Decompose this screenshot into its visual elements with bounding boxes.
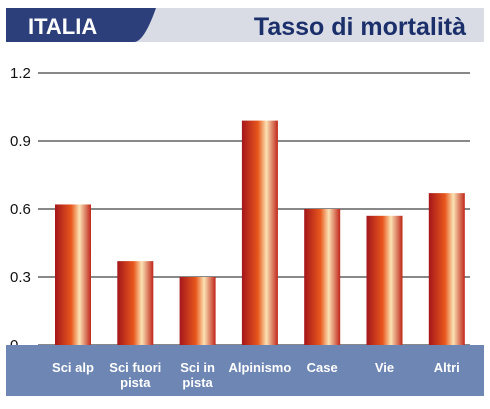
- y-tick-label: 1.2: [10, 65, 31, 82]
- y-tick-label: 0.6: [10, 201, 31, 218]
- bar: [55, 204, 91, 345]
- header: ITALIA Tasso di mortalità: [6, 8, 484, 42]
- y-tick-label: 0.9: [10, 133, 31, 150]
- bar: [304, 209, 341, 345]
- x-tick-label: Alpinismo: [228, 360, 291, 375]
- x-axis-labels: Sci alp Sci fuori pista Sci in pista Alpinism…: [52, 360, 460, 390]
- header-left-label: ITALIA: [28, 14, 97, 39]
- y-tick-label: 0.3: [10, 269, 31, 286]
- chart-title: Tasso di mortalità: [254, 13, 466, 41]
- x-tick-label: Sci in pista: [180, 360, 215, 390]
- bar: [241, 120, 278, 345]
- category-band: [6, 345, 484, 396]
- bar: [428, 193, 465, 345]
- bars: [55, 120, 465, 345]
- x-tick-label: Sci fuori pista: [109, 360, 161, 390]
- x-tick-label: Case: [307, 360, 338, 375]
- x-tick-label: Sci alp: [52, 360, 94, 375]
- bar: [179, 277, 216, 345]
- header-left-tab: [6, 8, 156, 42]
- bar: [117, 261, 154, 345]
- y-axis-ticks: 00.30.60.91.2: [10, 65, 31, 354]
- bar: [366, 215, 403, 345]
- x-tick-label: Altri: [434, 360, 460, 375]
- x-tick-label: Vie: [375, 360, 394, 375]
